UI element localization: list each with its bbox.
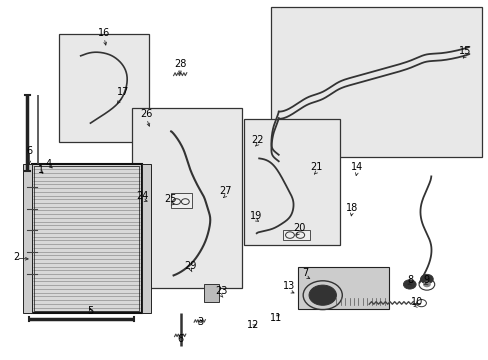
Text: 27: 27 xyxy=(219,186,232,196)
Text: 5: 5 xyxy=(87,306,93,316)
Bar xyxy=(32,164,142,313)
Text: 11: 11 xyxy=(269,312,282,323)
Circle shape xyxy=(308,285,336,305)
Text: 29: 29 xyxy=(184,261,197,271)
Text: 23: 23 xyxy=(214,286,227,296)
Text: 26: 26 xyxy=(140,109,153,120)
Bar xyxy=(32,164,142,313)
Bar xyxy=(298,267,388,309)
Bar xyxy=(59,34,149,142)
Text: 19: 19 xyxy=(249,211,262,221)
Text: 9: 9 xyxy=(423,275,429,285)
Circle shape xyxy=(403,280,415,289)
Text: 4: 4 xyxy=(46,159,52,169)
Text: 13: 13 xyxy=(283,281,295,291)
Text: 10: 10 xyxy=(409,297,422,307)
Text: 6: 6 xyxy=(26,146,32,156)
Text: 21: 21 xyxy=(309,162,322,172)
Bar xyxy=(34,166,139,311)
Bar xyxy=(132,108,242,288)
Text: 16: 16 xyxy=(98,28,110,38)
Circle shape xyxy=(420,274,432,284)
Text: 28: 28 xyxy=(173,59,186,69)
Bar xyxy=(23,164,32,313)
Bar xyxy=(282,230,309,240)
Text: 8: 8 xyxy=(407,275,413,285)
Circle shape xyxy=(423,276,429,282)
Bar xyxy=(142,164,150,313)
Text: 2: 2 xyxy=(13,252,19,262)
Text: 7: 7 xyxy=(302,268,308,278)
Text: 14: 14 xyxy=(350,162,363,172)
Text: 18: 18 xyxy=(345,203,358,213)
Bar xyxy=(171,193,191,208)
Text: 25: 25 xyxy=(163,194,176,204)
Text: 17: 17 xyxy=(117,87,129,97)
Text: 15: 15 xyxy=(458,46,471,56)
Circle shape xyxy=(406,282,412,287)
Bar xyxy=(271,7,481,157)
Text: 24: 24 xyxy=(136,191,149,201)
Bar xyxy=(204,284,219,302)
Text: 3: 3 xyxy=(197,317,203,327)
Circle shape xyxy=(422,282,430,287)
Bar xyxy=(244,119,339,245)
Text: 22: 22 xyxy=(251,135,264,145)
Circle shape xyxy=(317,292,327,299)
Text: 1: 1 xyxy=(38,165,43,175)
Text: 12: 12 xyxy=(246,320,259,330)
Text: 6: 6 xyxy=(178,334,183,344)
Text: 20: 20 xyxy=(292,222,305,233)
